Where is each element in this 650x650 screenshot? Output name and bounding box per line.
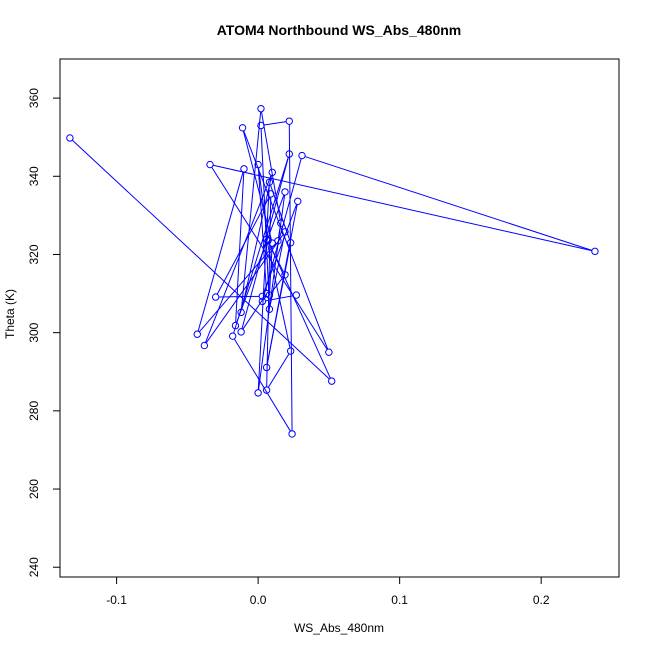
data-point <box>258 297 267 306</box>
series-segment <box>288 124 293 431</box>
data-point <box>193 330 201 338</box>
series-segment <box>211 166 328 350</box>
data-point <box>285 150 293 158</box>
x-tick-label: 0.0 <box>250 593 267 607</box>
data-point <box>211 293 220 301</box>
series-segment <box>71 139 330 380</box>
y-tick-label: 320 <box>27 244 41 264</box>
series-segment <box>242 130 272 241</box>
series-segment <box>257 185 270 390</box>
x-axis: -0.1 0.0 0.1 0.2 <box>106 577 550 607</box>
y-tick-label: 240 <box>27 557 41 577</box>
data-point <box>591 247 599 256</box>
y-tick-label: 360 <box>27 88 41 108</box>
data-point <box>262 386 271 394</box>
data-point <box>237 328 245 336</box>
data-point <box>264 237 272 245</box>
series-segment <box>242 295 266 330</box>
series-segment <box>205 175 272 343</box>
data-point <box>240 165 248 173</box>
data-point <box>281 188 289 196</box>
x-axis-label: WS_Abs_480nm <box>294 621 384 635</box>
data-point <box>268 239 276 247</box>
data-point <box>262 235 271 243</box>
series-segment <box>241 175 273 310</box>
data-point <box>265 291 274 299</box>
series-segment <box>233 338 291 432</box>
data-point <box>328 377 336 385</box>
data-point <box>206 160 214 169</box>
series-segment <box>235 172 245 323</box>
x-tick-label: 0.2 <box>533 593 550 607</box>
series-segment <box>258 167 269 238</box>
data-point <box>66 134 74 142</box>
data-series <box>66 104 599 438</box>
data-point <box>262 363 271 372</box>
data-point <box>281 228 289 236</box>
series-segment <box>205 234 284 344</box>
series-segment <box>266 204 298 365</box>
data-point <box>237 308 245 317</box>
series-segment <box>243 130 329 350</box>
data-point <box>325 348 333 356</box>
series-segment <box>270 277 284 293</box>
series-segment <box>240 111 262 310</box>
data-point <box>294 197 302 206</box>
data-point <box>288 430 296 438</box>
y-tick-label: 280 <box>27 401 41 421</box>
series-segment <box>261 111 281 221</box>
y-axis-label: Theta (K) <box>3 289 17 339</box>
plot-frame <box>59 58 620 578</box>
series-segment <box>265 295 294 302</box>
series-segment <box>236 194 285 323</box>
y-tick-label: 260 <box>27 479 41 499</box>
data-point <box>200 341 209 350</box>
series-segment <box>268 243 331 379</box>
series-segment <box>218 295 260 298</box>
data-point <box>257 104 265 113</box>
x-tick-label: -0.1 <box>106 593 127 607</box>
data-point <box>298 151 306 160</box>
series-segment <box>197 171 244 332</box>
data-point <box>267 190 275 198</box>
series-segment <box>216 196 270 295</box>
data-point <box>285 117 293 125</box>
y-axis: 240 260 280 300 320 340 360 <box>27 88 60 577</box>
data-point <box>281 271 289 279</box>
series-segment <box>262 158 302 299</box>
series-segment <box>304 156 593 251</box>
y-tick-label: 300 <box>27 322 41 342</box>
data-point <box>286 239 295 247</box>
data-point <box>258 292 267 301</box>
data-point <box>265 305 274 313</box>
data-point <box>257 121 265 130</box>
series-segment <box>267 353 290 388</box>
data-point <box>228 332 237 340</box>
chart-title: ATOM4 Northbound WS_Abs_480nm <box>217 22 462 38</box>
data-point <box>254 389 262 397</box>
x-tick-label: 0.1 <box>391 593 408 607</box>
data-point <box>238 124 247 132</box>
series-segment <box>267 241 284 273</box>
data-point <box>268 168 276 177</box>
data-point <box>254 160 262 169</box>
data-point <box>277 219 285 227</box>
series-segment <box>213 164 592 252</box>
data-point <box>265 178 274 186</box>
series-segment <box>264 121 287 126</box>
y-tick-label: 340 <box>27 166 41 186</box>
data-point <box>286 347 295 355</box>
data-point <box>231 321 240 330</box>
data-point <box>292 291 301 299</box>
